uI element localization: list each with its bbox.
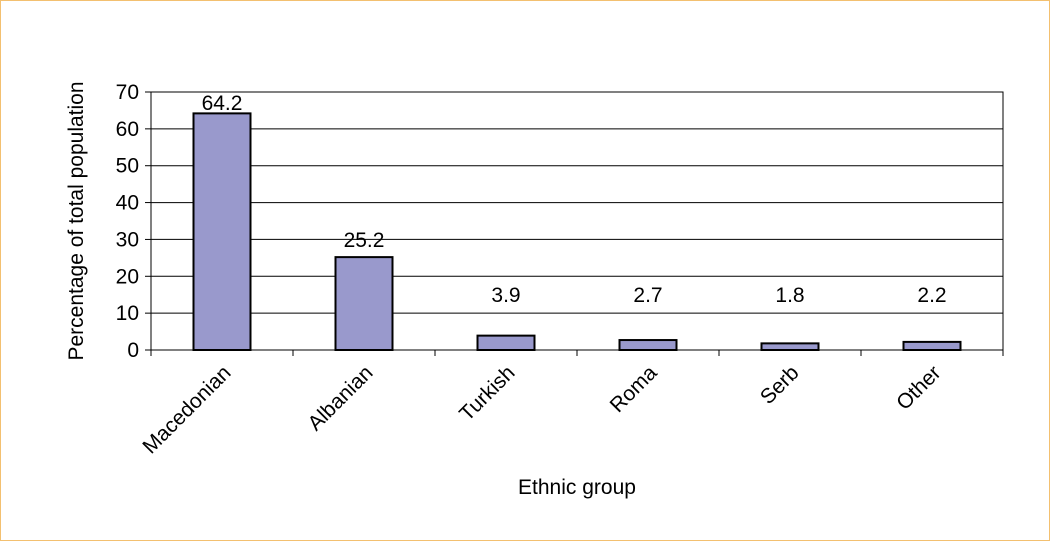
y-tick-label: 30 bbox=[116, 228, 139, 251]
plot-area bbox=[150, 91, 1004, 351]
category-label-albanian: Albanian bbox=[303, 361, 377, 435]
y-tick-label: 50 bbox=[116, 155, 139, 178]
bar-albanian bbox=[334, 256, 394, 351]
y-tick-label: 40 bbox=[116, 192, 139, 215]
y-tick-label: 20 bbox=[116, 265, 139, 288]
gridlines bbox=[151, 128, 1003, 314]
y-tick-label: 70 bbox=[116, 81, 139, 104]
data-label-other: 2.2 bbox=[917, 284, 946, 307]
bar-turkish bbox=[476, 334, 536, 351]
data-label-roma: 2.7 bbox=[633, 284, 662, 307]
data-label-turkish: 3.9 bbox=[491, 284, 520, 307]
category-label-turkish: Turkish bbox=[455, 361, 519, 425]
bar-serb bbox=[760, 342, 820, 352]
bars bbox=[192, 112, 962, 352]
data-label-albanian: 25.2 bbox=[344, 229, 385, 252]
data-labels: 64.2 25.2 3.9 2.7 1.8 2.2 bbox=[202, 92, 947, 307]
data-label-macedonian: 64.2 bbox=[202, 92, 243, 115]
y-tick-label: 10 bbox=[116, 302, 139, 325]
y-tick-label: 60 bbox=[116, 118, 139, 141]
y-axis-title: Percentage of total population bbox=[65, 81, 88, 360]
category-label-serb: Serb bbox=[756, 361, 804, 409]
y-tick-label: 0 bbox=[127, 339, 139, 362]
y-axis-ticks: 0 10 20 30 40 50 60 70 bbox=[116, 81, 1004, 362]
category-label-other: Other bbox=[892, 361, 945, 414]
bar-roma bbox=[618, 339, 678, 352]
data-label-serb: 1.8 bbox=[775, 284, 804, 307]
category-label-roma: Roma bbox=[606, 361, 662, 417]
x-axis-title: Ethnic group bbox=[518, 476, 636, 499]
category-label-macedonian: Macedonian bbox=[138, 361, 235, 458]
bar-macedonian bbox=[192, 112, 252, 352]
category-labels: Macedonian Albanian Turkish Roma Serb Other bbox=[138, 361, 945, 458]
bar-other bbox=[902, 340, 962, 351]
